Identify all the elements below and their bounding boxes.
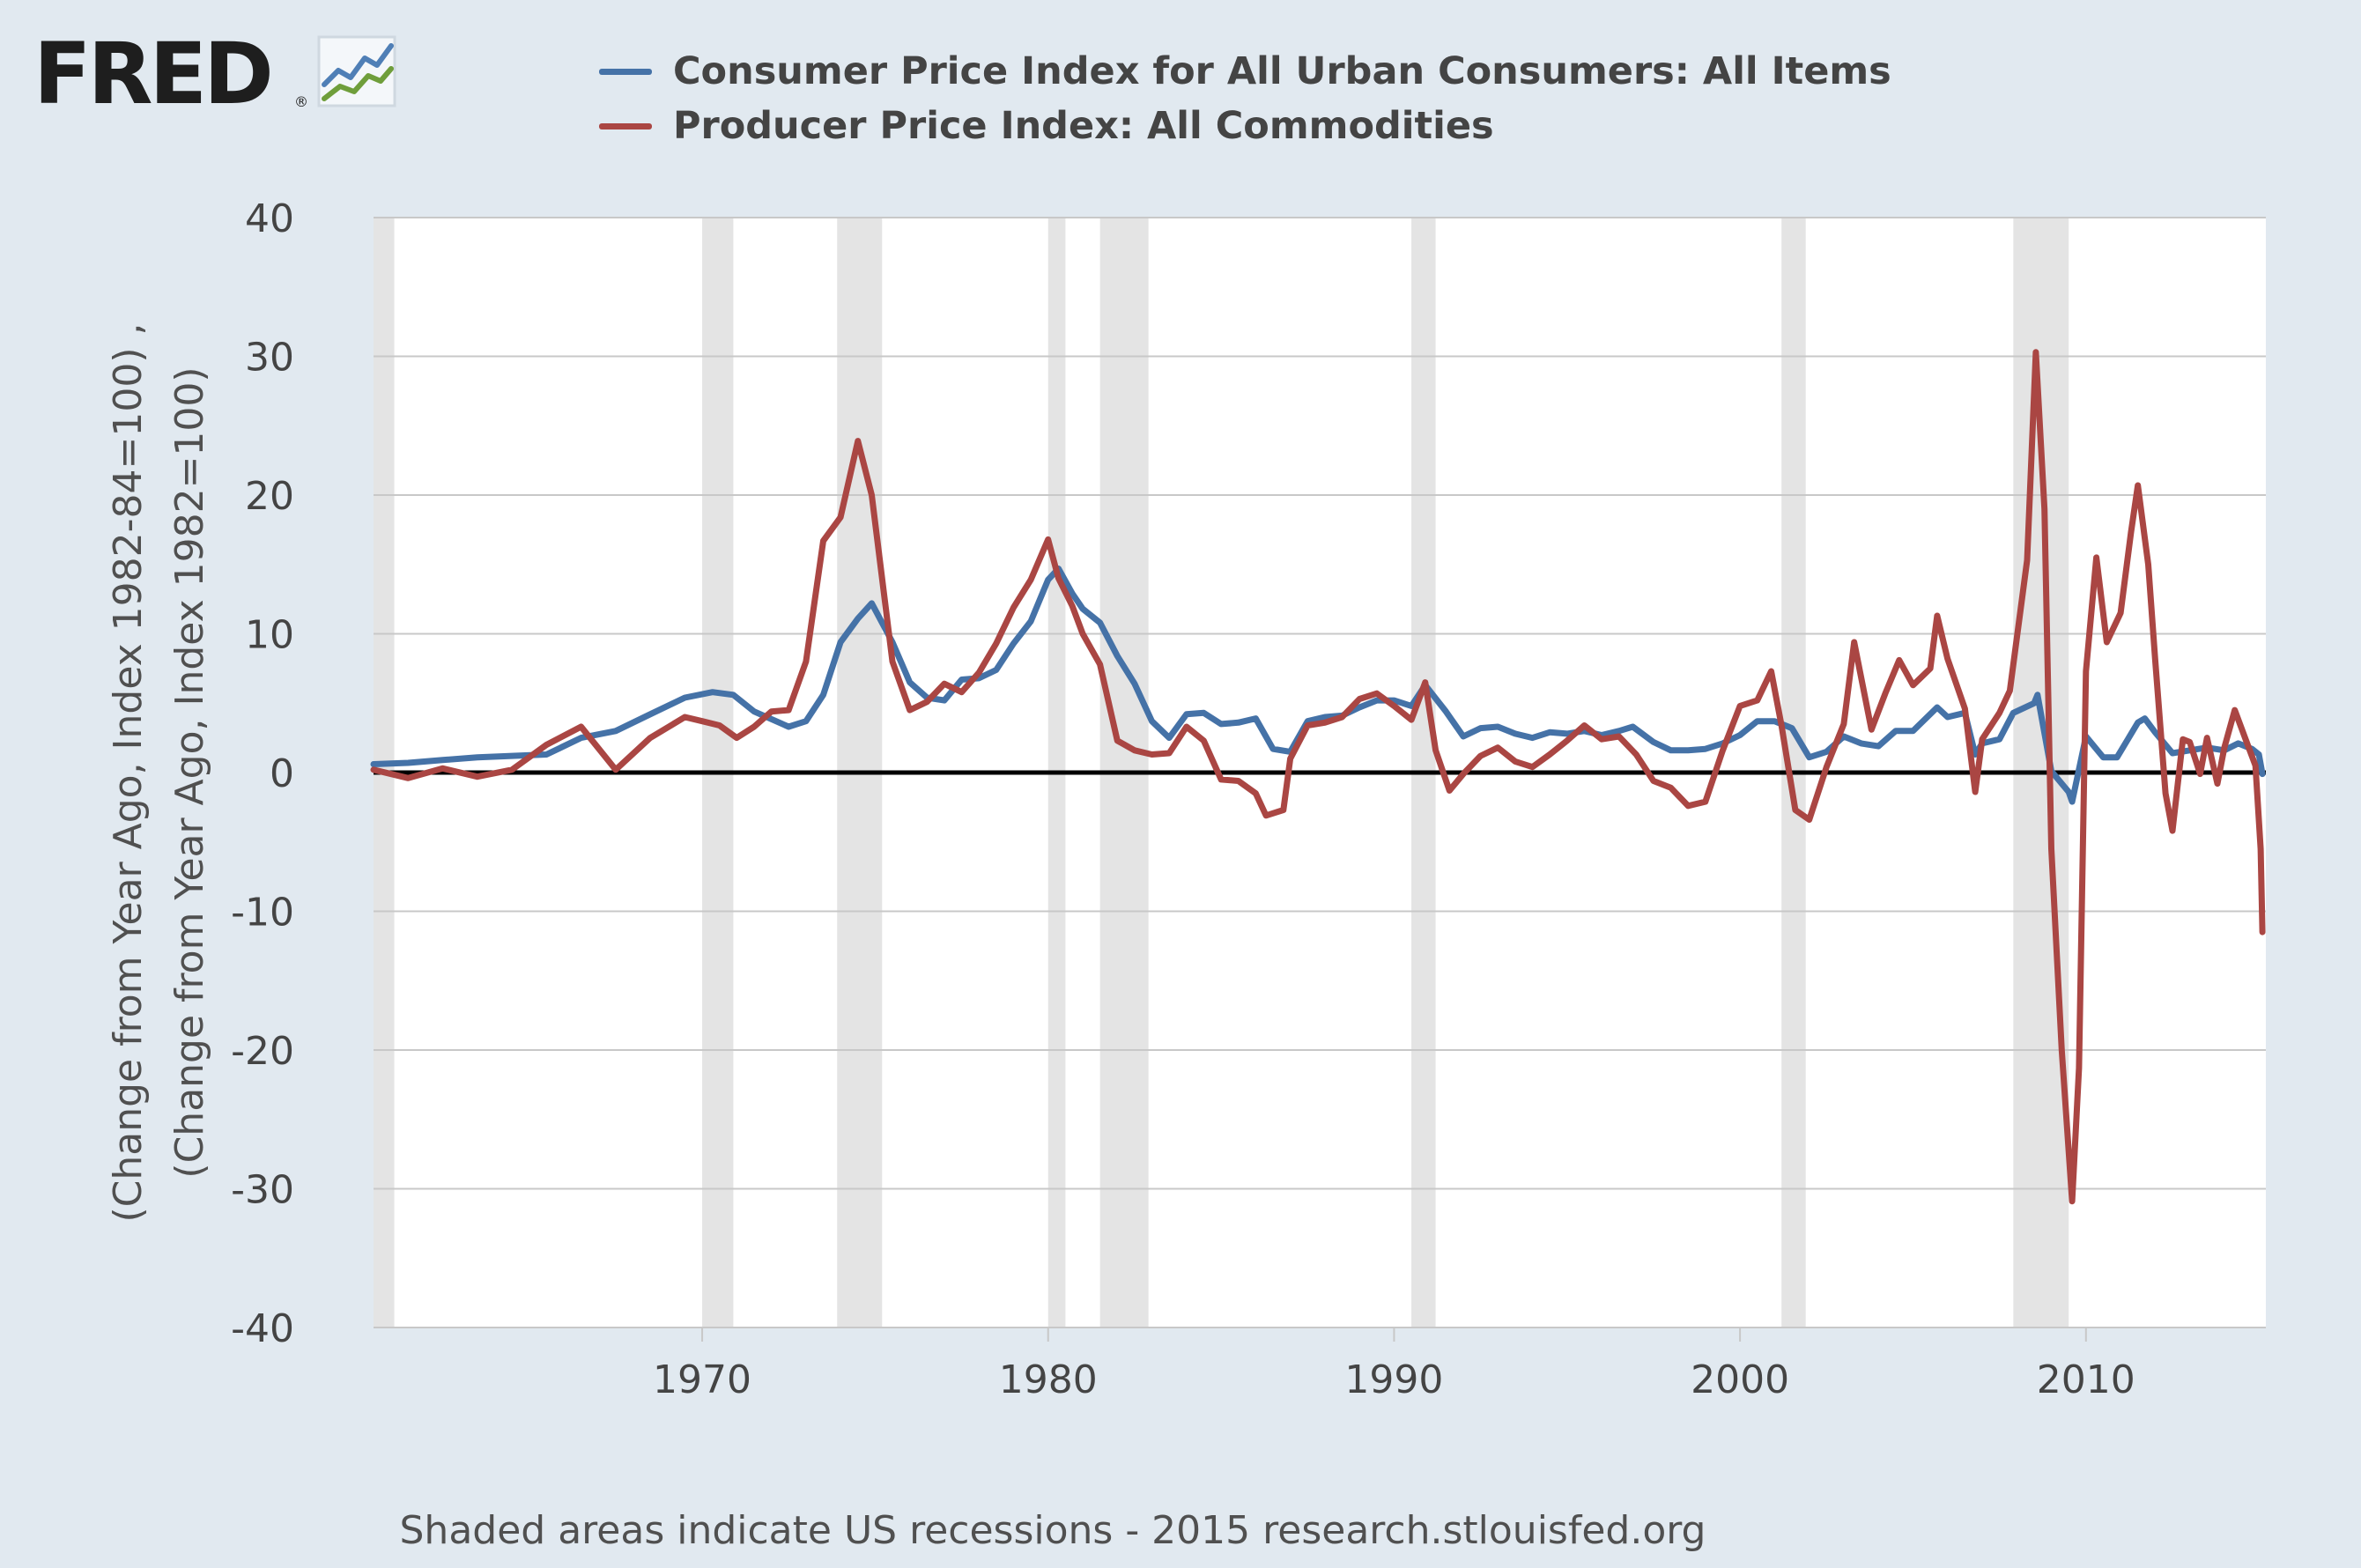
legend-swatch-cpi	[599, 68, 652, 75]
x-tick-label-2: 1990	[1344, 1357, 1443, 1402]
x-tick-label-0: 1970	[653, 1357, 751, 1402]
y-tick-label-2: 20	[245, 474, 294, 519]
y-tick-label-8: -40	[231, 1306, 294, 1351]
x-axis-ticks: 1970 1980 1990 2000 2010	[653, 1328, 2135, 1402]
x-tick-label-1: 1980	[999, 1357, 1098, 1402]
legend-swatch-ppi	[599, 122, 652, 129]
series-line-ppi	[370, 349, 2266, 1205]
x-tick-label-3: 2000	[1691, 1357, 1789, 1402]
y-axis-ticks: 40 30 20 10 0 -10 -20 -30 -40	[231, 196, 294, 1351]
fred-logo: FRED ®	[33, 30, 421, 118]
y-tick-label-5: -10	[231, 891, 294, 936]
y-axis-label-2: (Change from Year Ago, Index 1982=100)	[167, 366, 212, 1178]
footer-text: Shaded areas indicate US recessions - 20…	[399, 1508, 1706, 1553]
registered-mark: ®	[294, 93, 308, 110]
legend-label-ppi: Producer Price Index: All Commodities	[673, 104, 1494, 148]
fred-logo-text: FRED	[33, 25, 274, 123]
y-tick-label-3: 10	[245, 613, 294, 658]
y-axis-label-1: (Change from Year Ago, Index 1982-84=100…	[106, 322, 151, 1222]
y-tick-label-1: 30	[245, 336, 294, 381]
series-line-cpi	[370, 566, 2266, 805]
y-tick-label-7: -30	[231, 1168, 294, 1213]
legend: Consumer Price Index for All Urban Consu…	[599, 44, 1891, 153]
y-tick-label-4: 0	[270, 751, 294, 796]
y-tick-label-6: -20	[231, 1029, 294, 1074]
legend-item-ppi[interactable]: Producer Price Index: All Commodities	[599, 99, 1891, 153]
legend-label-cpi: Consumer Price Index for All Urban Consu…	[673, 49, 1891, 93]
legend-item-cpi[interactable]: Consumer Price Index for All Urban Consu…	[599, 44, 1891, 99]
y-tick-label-0: 40	[245, 196, 294, 241]
footer-note: Shaded areas indicate US recessions - 20…	[0, 1508, 2361, 1553]
series-lines	[370, 349, 2266, 1205]
fred-chart-icon	[317, 35, 396, 107]
x-tick-label-4: 2010	[2037, 1357, 2135, 1402]
